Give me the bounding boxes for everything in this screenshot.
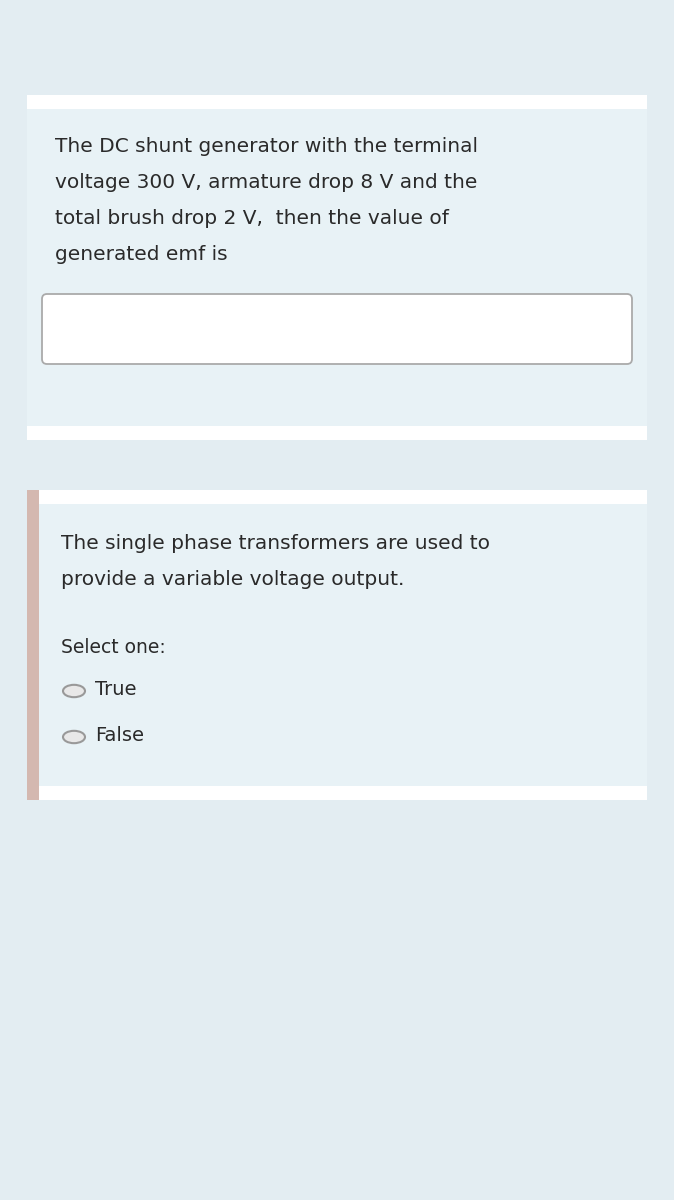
Text: The single phase transformers are used to: The single phase transformers are used t… (61, 534, 490, 553)
Text: voltage 300 V, armature drop 8 V and the: voltage 300 V, armature drop 8 V and the (55, 173, 477, 192)
FancyBboxPatch shape (27, 490, 647, 800)
Ellipse shape (63, 685, 85, 697)
FancyBboxPatch shape (27, 490, 647, 504)
Text: provide a variable voltage output.: provide a variable voltage output. (61, 570, 404, 589)
FancyBboxPatch shape (42, 294, 632, 364)
FancyBboxPatch shape (27, 95, 647, 440)
FancyBboxPatch shape (27, 95, 647, 109)
Text: True: True (95, 680, 137, 698)
FancyBboxPatch shape (27, 786, 647, 800)
Text: total brush drop 2 V,  then the value of: total brush drop 2 V, then the value of (55, 209, 449, 228)
Text: False: False (95, 726, 144, 745)
Text: generated emf is: generated emf is (55, 245, 228, 264)
Text: Select one:: Select one: (61, 638, 166, 658)
FancyBboxPatch shape (27, 490, 39, 800)
FancyBboxPatch shape (27, 426, 647, 440)
Text: The DC shunt generator with the terminal: The DC shunt generator with the terminal (55, 137, 478, 156)
Ellipse shape (63, 731, 85, 743)
